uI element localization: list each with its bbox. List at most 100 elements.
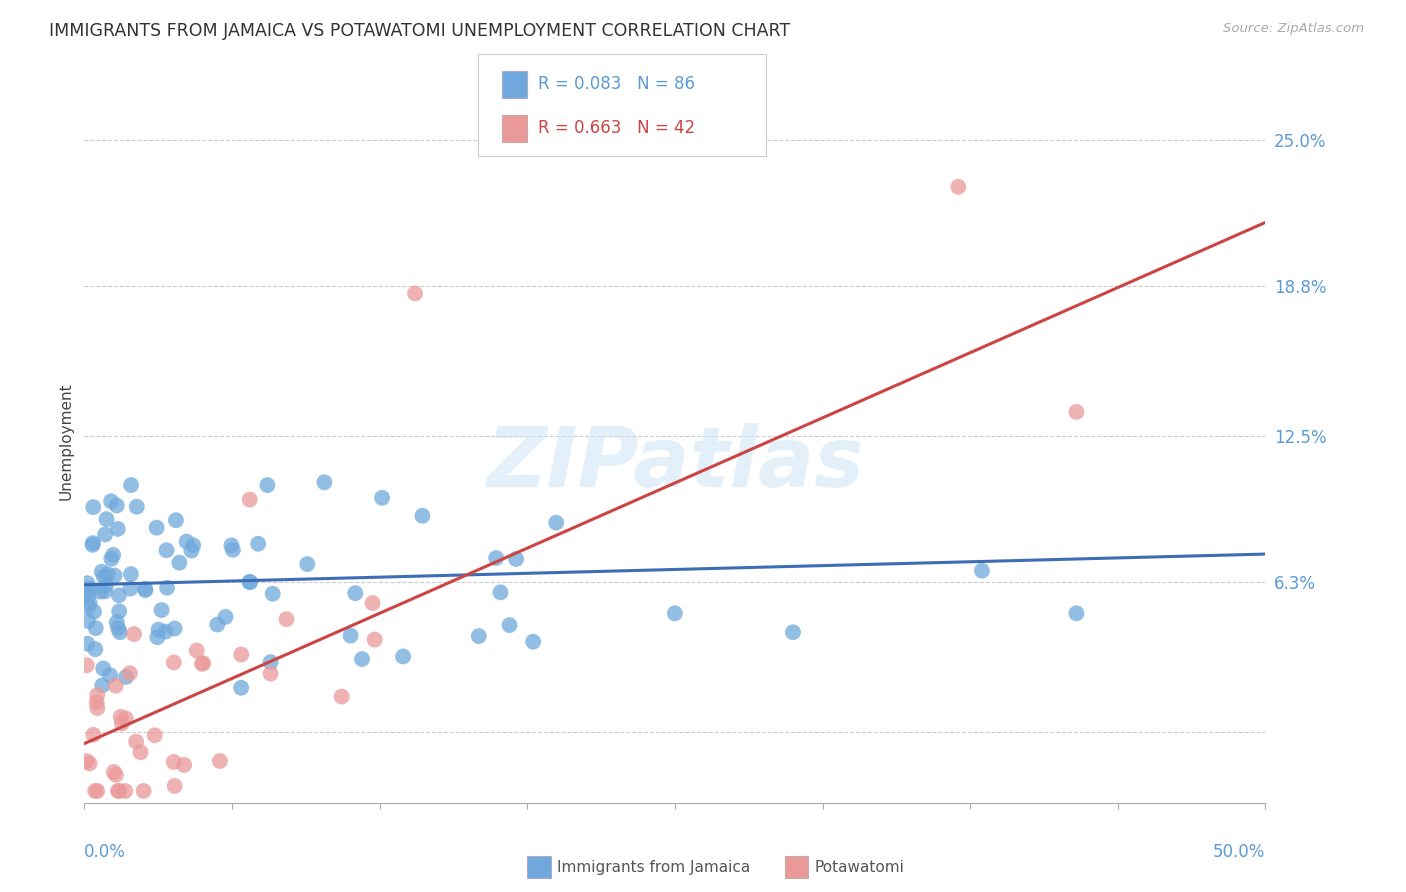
Point bbox=[259, 655, 281, 669]
Point bbox=[108, 588, 131, 602]
Point bbox=[134, 583, 156, 598]
Point bbox=[256, 478, 278, 492]
Point bbox=[1066, 405, 1088, 419]
Point bbox=[103, 568, 125, 582]
Point bbox=[276, 612, 298, 626]
Point bbox=[664, 607, 686, 621]
Point bbox=[134, 582, 156, 596]
Point bbox=[111, 716, 134, 731]
Point bbox=[262, 587, 284, 601]
Text: IMMIGRANTS FROM JAMAICA VS POTAWATOMI UNEMPLOYMENT CORRELATION CHART: IMMIGRANTS FROM JAMAICA VS POTAWATOMI UN… bbox=[49, 22, 790, 40]
Point bbox=[101, 548, 124, 562]
Point bbox=[84, 784, 107, 798]
Point bbox=[110, 710, 132, 724]
Point bbox=[94, 584, 117, 599]
Point bbox=[143, 728, 166, 742]
Point bbox=[76, 754, 98, 768]
Point bbox=[118, 666, 141, 681]
Point bbox=[485, 551, 508, 566]
Point bbox=[948, 180, 970, 194]
Point bbox=[239, 575, 262, 590]
Point bbox=[231, 681, 253, 695]
Point bbox=[297, 557, 319, 571]
Point bbox=[76, 614, 98, 628]
Point bbox=[411, 508, 433, 523]
Point bbox=[86, 695, 108, 709]
Point bbox=[522, 634, 544, 648]
Point bbox=[129, 745, 152, 759]
Point bbox=[163, 755, 186, 769]
Text: R = 0.663   N = 42: R = 0.663 N = 42 bbox=[538, 120, 696, 137]
Point bbox=[90, 584, 112, 599]
Point bbox=[505, 552, 527, 566]
Point bbox=[191, 657, 214, 671]
Point bbox=[105, 499, 128, 513]
Point bbox=[108, 784, 131, 798]
Point bbox=[546, 516, 568, 530]
Point bbox=[98, 668, 121, 682]
Text: 50.0%: 50.0% bbox=[1213, 843, 1265, 861]
Point bbox=[114, 784, 136, 798]
Point bbox=[93, 569, 115, 583]
Point bbox=[125, 500, 148, 514]
Point bbox=[163, 779, 186, 793]
Point bbox=[83, 605, 105, 619]
Point bbox=[186, 643, 208, 657]
Point bbox=[221, 538, 243, 552]
Point bbox=[207, 617, 229, 632]
Point bbox=[100, 551, 122, 566]
Point bbox=[91, 678, 114, 692]
Point bbox=[150, 603, 173, 617]
Point bbox=[82, 538, 104, 552]
Point bbox=[180, 543, 202, 558]
Point bbox=[155, 624, 177, 639]
Point bbox=[122, 627, 145, 641]
Point bbox=[489, 585, 512, 599]
Point bbox=[77, 599, 100, 614]
Text: Immigrants from Jamaica: Immigrants from Jamaica bbox=[557, 860, 749, 874]
Point bbox=[214, 610, 236, 624]
Text: 0.0%: 0.0% bbox=[84, 843, 127, 861]
Point bbox=[169, 556, 191, 570]
Point bbox=[79, 756, 101, 771]
Point bbox=[107, 784, 129, 798]
Point bbox=[107, 522, 129, 536]
Point bbox=[247, 537, 270, 551]
Point bbox=[120, 582, 142, 596]
Point bbox=[339, 629, 361, 643]
Point bbox=[371, 491, 394, 505]
Point bbox=[165, 513, 187, 527]
Point bbox=[193, 656, 215, 670]
Point bbox=[163, 656, 186, 670]
Y-axis label: Unemployment: Unemployment bbox=[58, 383, 73, 500]
Point bbox=[76, 637, 98, 651]
Point bbox=[238, 574, 260, 589]
Point bbox=[404, 286, 426, 301]
Point bbox=[132, 784, 155, 798]
Text: Source: ZipAtlas.com: Source: ZipAtlas.com bbox=[1223, 22, 1364, 36]
Point bbox=[96, 578, 118, 592]
Point bbox=[104, 768, 127, 782]
Point bbox=[82, 728, 104, 742]
Point bbox=[970, 564, 993, 578]
Point bbox=[1066, 607, 1088, 621]
Point bbox=[84, 621, 107, 635]
Point bbox=[86, 784, 108, 798]
Text: R = 0.083   N = 86: R = 0.083 N = 86 bbox=[538, 75, 696, 93]
Point bbox=[80, 582, 103, 596]
Point bbox=[498, 618, 520, 632]
Point bbox=[77, 589, 100, 603]
Point bbox=[103, 765, 125, 780]
Point bbox=[155, 543, 177, 558]
Point bbox=[76, 576, 98, 591]
Point bbox=[100, 494, 122, 508]
Point bbox=[97, 567, 120, 582]
Point bbox=[156, 581, 179, 595]
Point bbox=[330, 690, 353, 704]
Point bbox=[361, 596, 384, 610]
Point bbox=[96, 512, 118, 526]
Point bbox=[392, 649, 415, 664]
Point bbox=[108, 625, 131, 640]
Point bbox=[146, 630, 169, 644]
Point bbox=[239, 492, 262, 507]
